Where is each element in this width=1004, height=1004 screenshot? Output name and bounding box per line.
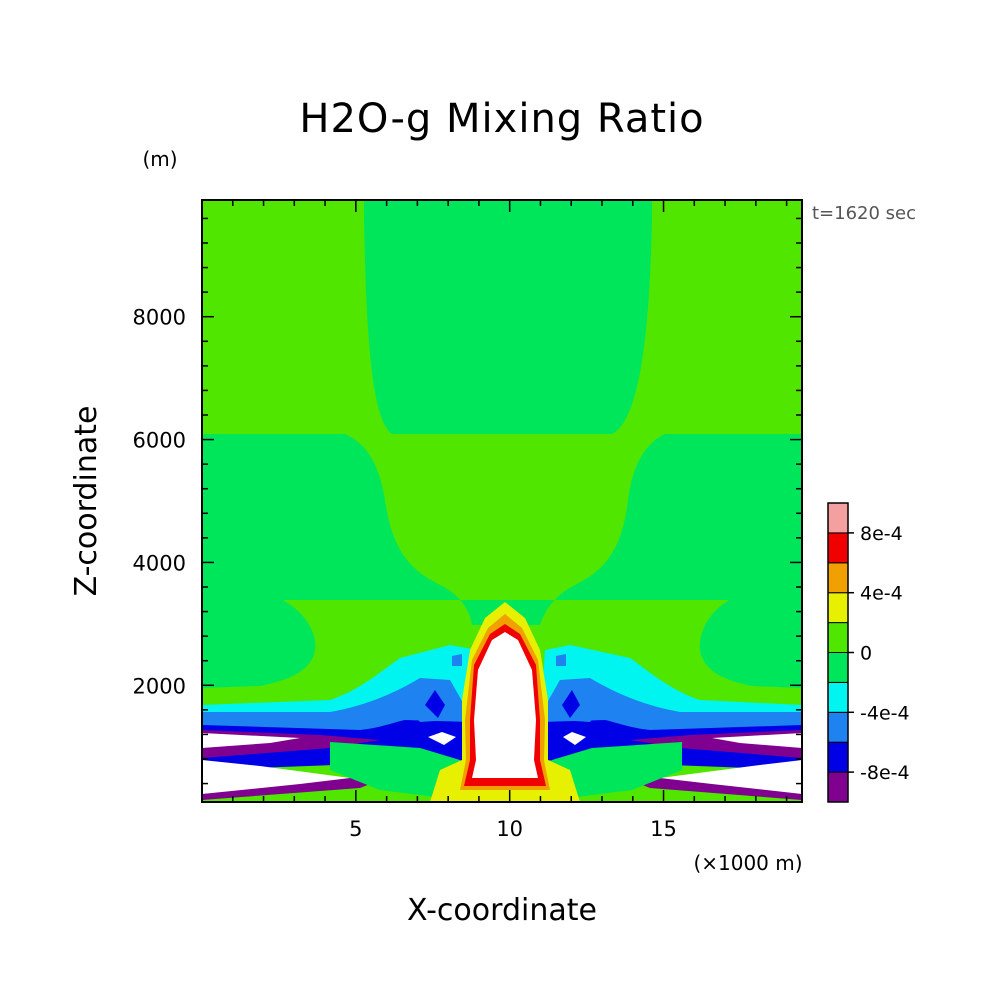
x-tick-label: 15 xyxy=(650,817,677,841)
region-bottom-green-r xyxy=(552,742,682,800)
region-hole-mid-right-inner xyxy=(563,732,586,745)
region-hole-left-top xyxy=(202,733,300,748)
region-blue-blob-r xyxy=(550,680,610,722)
colorbar-swatch xyxy=(827,592,849,624)
y-tick-label: 6000 xyxy=(133,429,186,453)
colorbar-label: -4e-4 xyxy=(860,702,910,724)
region-bottom-green xyxy=(330,742,460,800)
region-mid-band xyxy=(202,434,802,625)
x-tick-label: 5 xyxy=(349,817,362,841)
y-tick-label: 4000 xyxy=(133,551,186,575)
plot-frame xyxy=(201,199,803,803)
region-plume-core xyxy=(472,632,538,778)
region-hole-right-top xyxy=(712,733,802,748)
time-label: t=1620 sec xyxy=(812,203,916,224)
region-blue-blob-upper-l xyxy=(452,654,462,666)
colorbar-swatch xyxy=(827,502,849,534)
x-axis-label: X-coordinate xyxy=(407,893,597,928)
colorbar-swatch xyxy=(827,741,849,773)
colorbar-swatch xyxy=(827,771,849,803)
contour-field xyxy=(202,200,802,802)
colorbar-label: -8e-4 xyxy=(860,762,910,784)
region-blue-blob-upper-r xyxy=(556,654,566,666)
colorbar-swatch xyxy=(827,681,849,713)
colorbar-label: 0 xyxy=(860,643,872,665)
y-tick-label: 8000 xyxy=(133,306,186,330)
colorbar-swatch xyxy=(827,562,849,594)
y-axis-label: Z-coordinate xyxy=(69,406,104,597)
region-right-lobe xyxy=(699,592,802,688)
colorbar-swatch xyxy=(827,711,849,743)
y-tick-label: 2000 xyxy=(133,674,186,698)
colorbar: -8e-4 -4e-4 0 4e-4 8e-4 xyxy=(827,502,910,803)
region-left-lobe xyxy=(202,592,316,688)
region-hole-mid-left-inner xyxy=(428,732,456,745)
region-upper-column xyxy=(364,200,652,434)
region-darkblue-blob-l xyxy=(425,690,445,718)
region-hole-left-bottom xyxy=(202,760,350,794)
colorbar-swatch xyxy=(827,622,849,653)
chart-title: H2O-g Mixing Ratio xyxy=(299,96,704,142)
region-blue-band xyxy=(202,678,802,735)
x-unit-label: (×1000 m) xyxy=(693,851,802,875)
colorbar-swatch xyxy=(827,652,849,683)
y-unit-label: (m) xyxy=(142,147,177,171)
colorbar-swatch xyxy=(827,532,849,564)
x-tick-label: 10 xyxy=(496,817,523,841)
colorbar-label: 4e-4 xyxy=(860,583,903,605)
region-hole-right-bottom xyxy=(660,760,802,794)
region-darkblue-blob-r xyxy=(562,690,580,718)
colorbar-label: 8e-4 xyxy=(860,523,903,545)
axes-group: 5 10 15 2000 4000 6000 8000 xyxy=(133,199,803,841)
